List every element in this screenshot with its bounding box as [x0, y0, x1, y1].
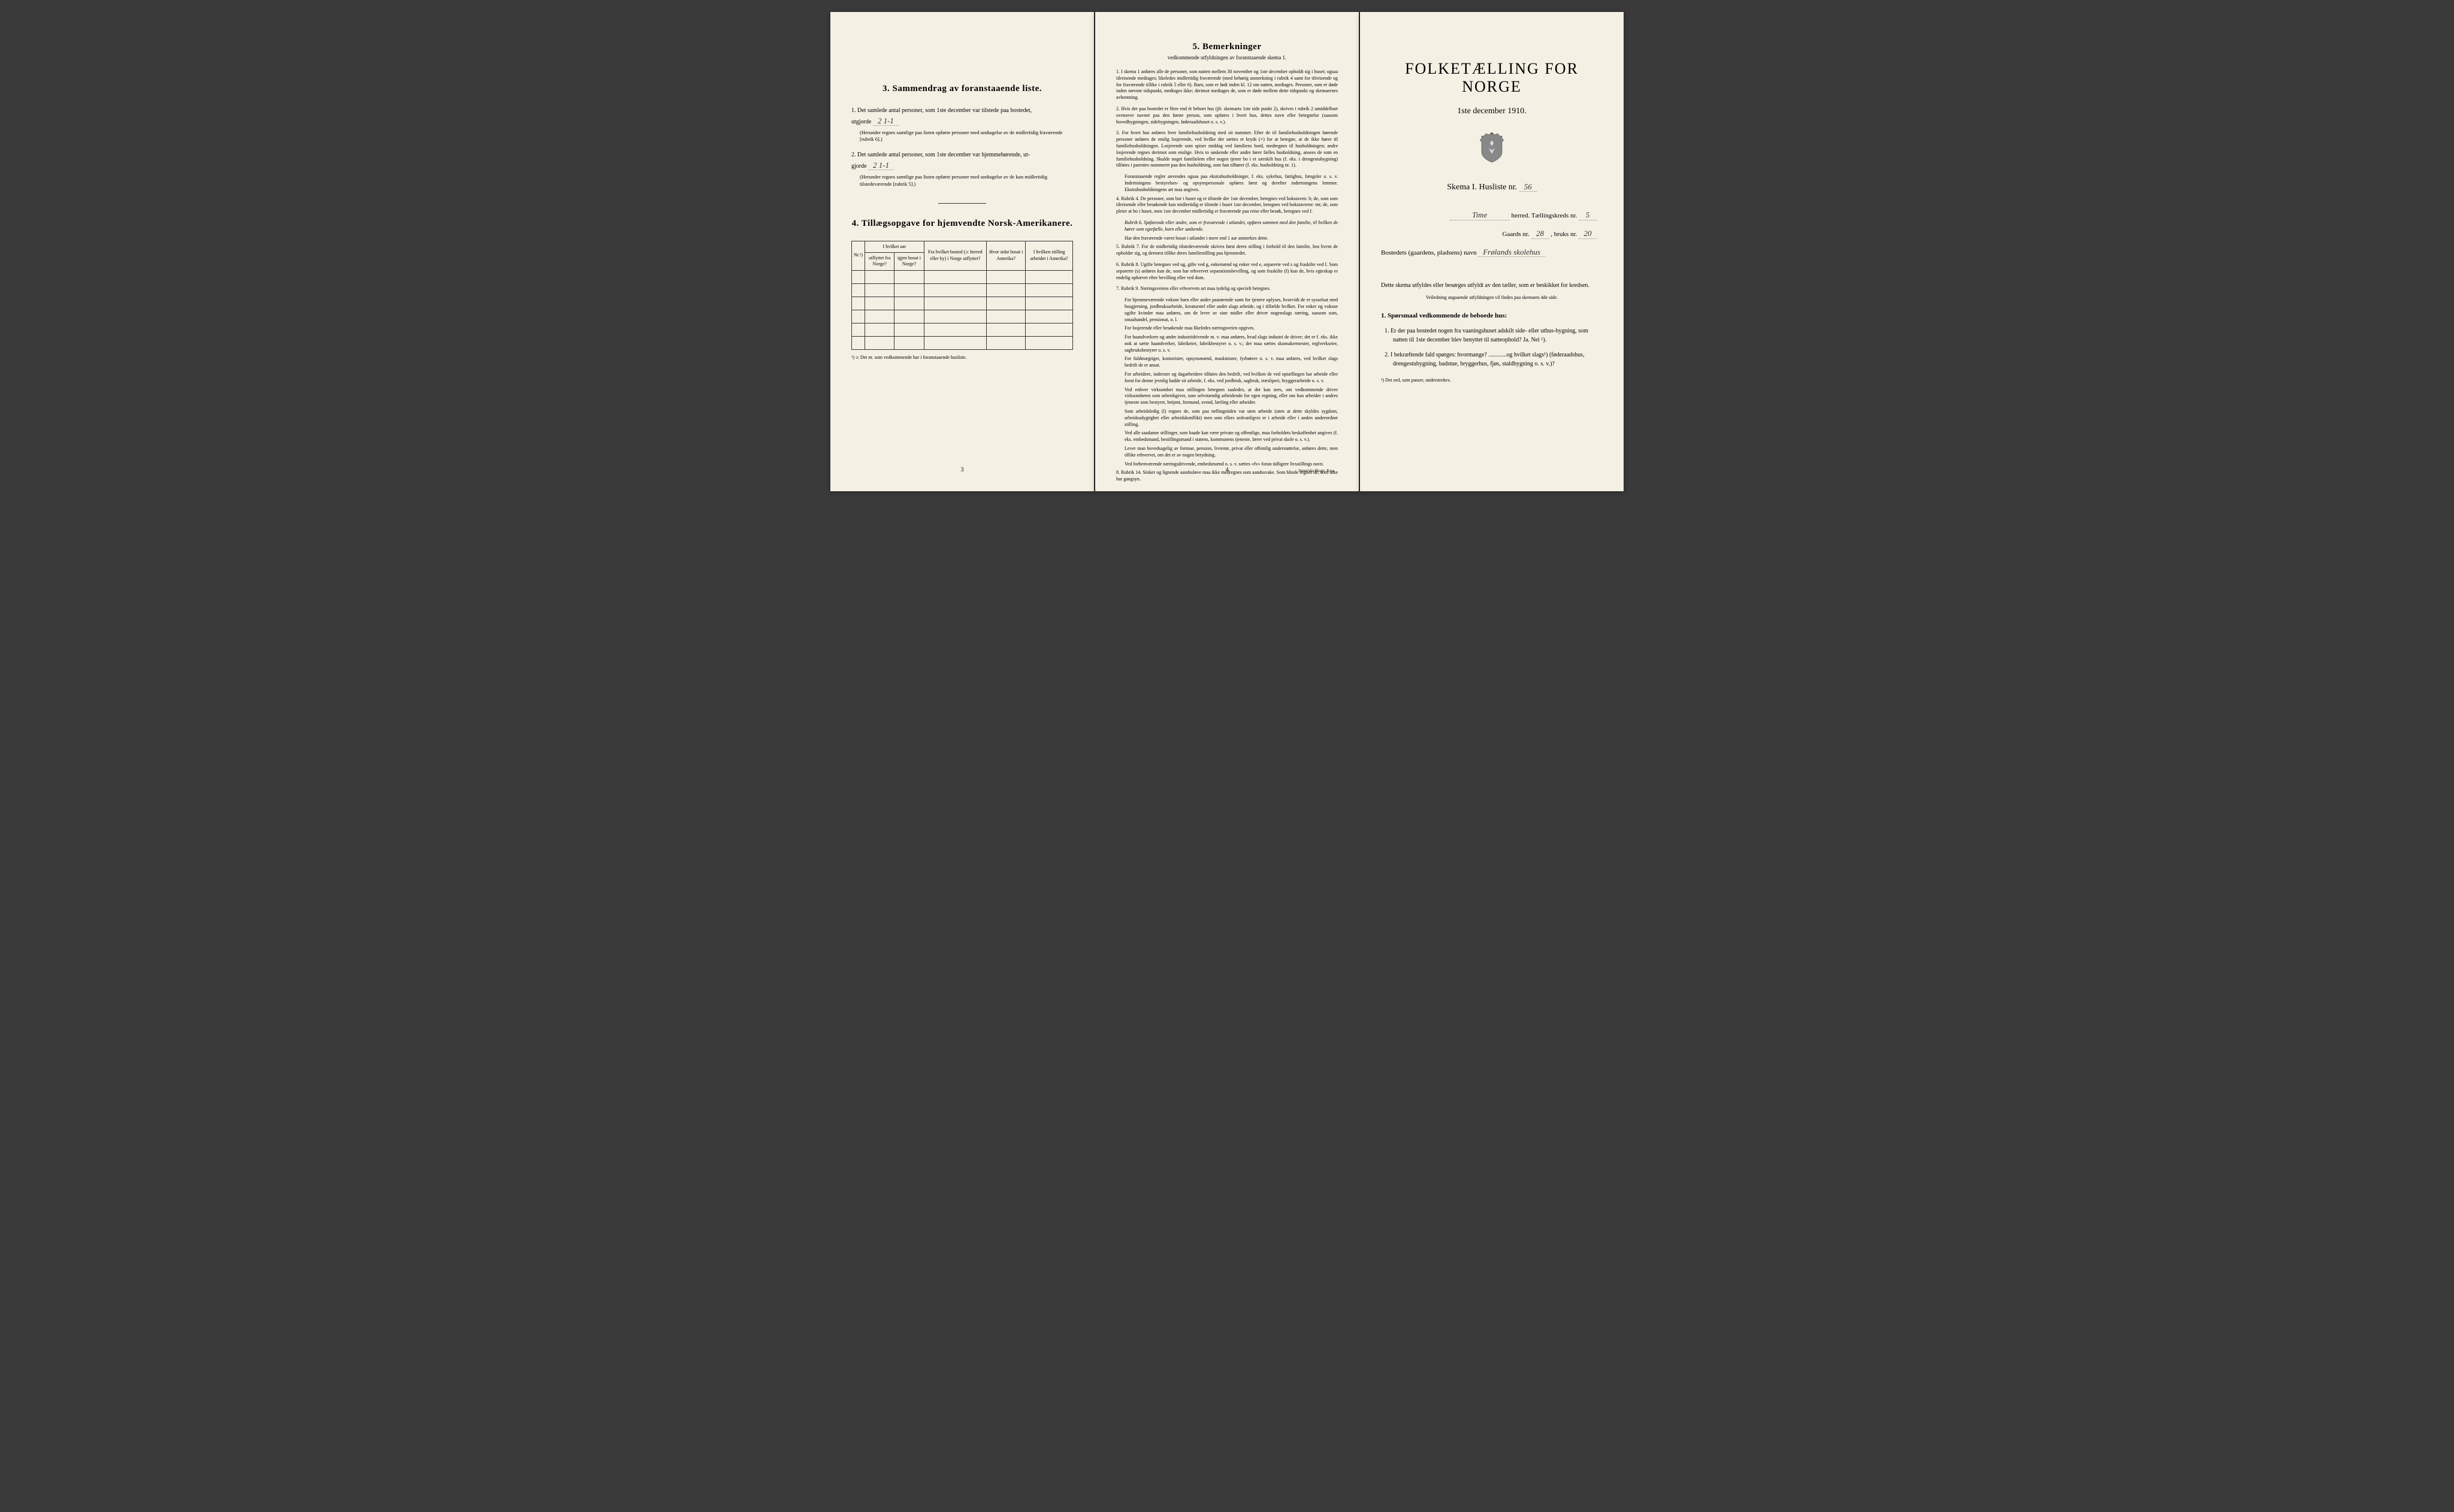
remark-6: 6. Rubrik 8. Ugifte betegnes ved ug, gif… [1116, 262, 1338, 281]
coat-of-arms-icon [1477, 131, 1507, 164]
bruks-label: , bruks nr. [1551, 231, 1577, 238]
tellingskreds-nr: 5 [1579, 210, 1597, 220]
bosted-line: Bostedets (gaardens, pladsens) navn Frøl… [1381, 247, 1603, 257]
gaards-nr: 28 [1531, 229, 1549, 239]
remark-7d: For fuldmægtiger, kontorister, opsynsmæn… [1125, 356, 1338, 369]
item1-label: utgjorde [851, 119, 871, 125]
th-from: Fra hvilket bosted (ɔ: herred eller by) … [924, 241, 986, 270]
gaards-line: Gaards nr. 28 , bruks nr. 20 [1381, 229, 1603, 239]
question-1: 1. Er der paa bostedet nogen fra vaaning… [1381, 326, 1603, 344]
gaards-label: Gaards nr. [1503, 231, 1530, 238]
table-row [852, 297, 1073, 310]
remark-7i: Lever man hovedsagelig av formue, pensio… [1125, 446, 1338, 459]
section-3-title: 3. Sammendrag av foranstaaende liste. [851, 84, 1073, 94]
summary-item-1: 1. Det samlede antal personer, som 1ste … [851, 106, 1073, 143]
divider [938, 203, 986, 204]
skema-label: Skema I. Husliste nr. [1447, 183, 1517, 192]
remark-7h: Ved alle saadanne stillinger, som baade … [1125, 430, 1338, 443]
th-nr: Nr.¹) [852, 241, 865, 270]
remark-1: 1. I skema 1 anføres alle de personer, s… [1116, 69, 1338, 101]
th-emigrated: utflyttet fra Norge? [865, 252, 894, 270]
table-row [852, 336, 1073, 349]
main-title: FOLKETÆLLING FOR NORGE [1381, 60, 1603, 96]
printer-mark: Steen'ske Bogtr. Kr.a. [1298, 468, 1335, 473]
table-row [852, 283, 1073, 297]
census-date: 1ste december 1910. [1381, 107, 1603, 116]
remark-7b: For losjerende eller besøkende maa likel… [1125, 325, 1338, 332]
bosted-value: Frølands skolehus [1478, 247, 1545, 257]
census-document: 3. Sammendrag av foranstaaende liste. 1.… [830, 12, 1624, 491]
page-number: 3 [961, 467, 964, 473]
item2-label: gjorde [851, 163, 867, 170]
item2-note: (Herunder regnes samtlige paa listen opf… [860, 174, 1073, 188]
page3-footnote: ¹) Det ord, som passer, understrekes. [1381, 377, 1603, 383]
remark-3: 3. For hvert hus anføres hver familiehus… [1116, 130, 1338, 169]
remark-7j: Ved forhenværende næringsdrivende, embed… [1125, 461, 1338, 468]
herred-line: Time herred. Tællingskreds nr. 5 [1381, 210, 1603, 220]
herred-label: herred. Tællingskreds nr. [1511, 212, 1577, 219]
remark-7a: For hjemmeværende voksne barn eller andr… [1125, 297, 1338, 323]
bosted-label: Bostedets (gaardens, pladsens) navn [1381, 249, 1476, 256]
th-position: I hvilken stilling arbeidet i Amerika? [1026, 241, 1073, 270]
th-year: I hvilket aar [865, 241, 924, 252]
remark-4-extra1: Rubrik 6. Sjøfarende eller andre, som er… [1125, 220, 1338, 233]
instructions-small: Veiledning angaaende utfyldningen vil fi… [1381, 295, 1603, 300]
remark-5: 5. Rubrik 7. For de midlertidig tilstede… [1116, 244, 1338, 257]
emigrants-table: Nr.¹) I hvilket aar Fra hvilket bosted (… [851, 241, 1073, 350]
th-where: Hvor sidst bosat i Amerika? [987, 241, 1026, 270]
section-4-title: 4. Tillægsopgave for hjemvendte Norsk-Am… [851, 219, 1073, 229]
remark-3-extra: Foranstaaende regler anvendes ogsaa paa … [1125, 174, 1338, 193]
question-2: 2. I bekræftende fald spørges: hvormange… [1381, 350, 1603, 368]
husliste-nr: 56 [1519, 182, 1537, 192]
remark-7e: For arbeidere, inderster og dagarbeidere… [1125, 371, 1338, 385]
summary-item-2: 2. Det samlede antal personer, som 1ste … [851, 150, 1073, 188]
remark-7c: For haandverkere og andre industridriven… [1125, 334, 1338, 353]
remark-7: 7. Rubrik 9. Næringsveiens eller erhverv… [1116, 286, 1338, 292]
skema-line: Skema I. Husliste nr. 56 [1381, 182, 1603, 192]
th-returned: igjen bosat i Norge? [894, 252, 924, 270]
item1-note: (Herunder regnes samtlige paa listen opf… [860, 129, 1073, 144]
remark-4-extra2: Har den fraværende været bosat i utlande… [1125, 235, 1338, 242]
bruks-nr: 20 [1579, 229, 1597, 239]
item1-text: 1. Det samlede antal personer, som 1ste … [851, 107, 1032, 114]
sporsmaal-title: 1. Spørsmaal vedkommende de beboede hus: [1381, 312, 1603, 319]
section-5-subtitle: vedkommende utfyldningen av foranstaaend… [1116, 55, 1338, 61]
remark-4: 4. Rubrik 4. De personer, som bor i huse… [1116, 196, 1338, 215]
page-number: 4 [1226, 467, 1229, 473]
page-4-remarks: 5. Bemerkninger vedkommende utfyldningen… [1095, 12, 1359, 491]
instructions: Dette skema utfyldes eller besørges utfy… [1381, 281, 1603, 290]
remark-7f: Ved enhver virksomhet maa stillingen bet… [1125, 387, 1338, 406]
item2-value: 2 1-1 [868, 161, 894, 170]
section-5-title: 5. Bemerkninger [1116, 42, 1338, 52]
herred-value: Time [1450, 210, 1510, 220]
table-footnote: ¹) ɔ: Det nr. som vedkommende har i fora… [851, 355, 1073, 360]
remark-7g: Som arbeidsledig (l) regnes de, som paa … [1125, 409, 1338, 428]
table-row [852, 310, 1073, 323]
table-row [852, 323, 1073, 336]
item1-value: 2 1-1 [873, 116, 899, 126]
remark-2: 2. Hvis der paa bostedet er flere end ét… [1116, 106, 1338, 125]
table-row [852, 270, 1073, 283]
page-1-title: FOLKETÆLLING FOR NORGE 1ste december 191… [1360, 12, 1624, 491]
item2-text: 2. Det samlede antal personer, som 1ste … [851, 152, 1030, 158]
page-3-summary: 3. Sammendrag av foranstaaende liste. 1.… [830, 12, 1094, 491]
